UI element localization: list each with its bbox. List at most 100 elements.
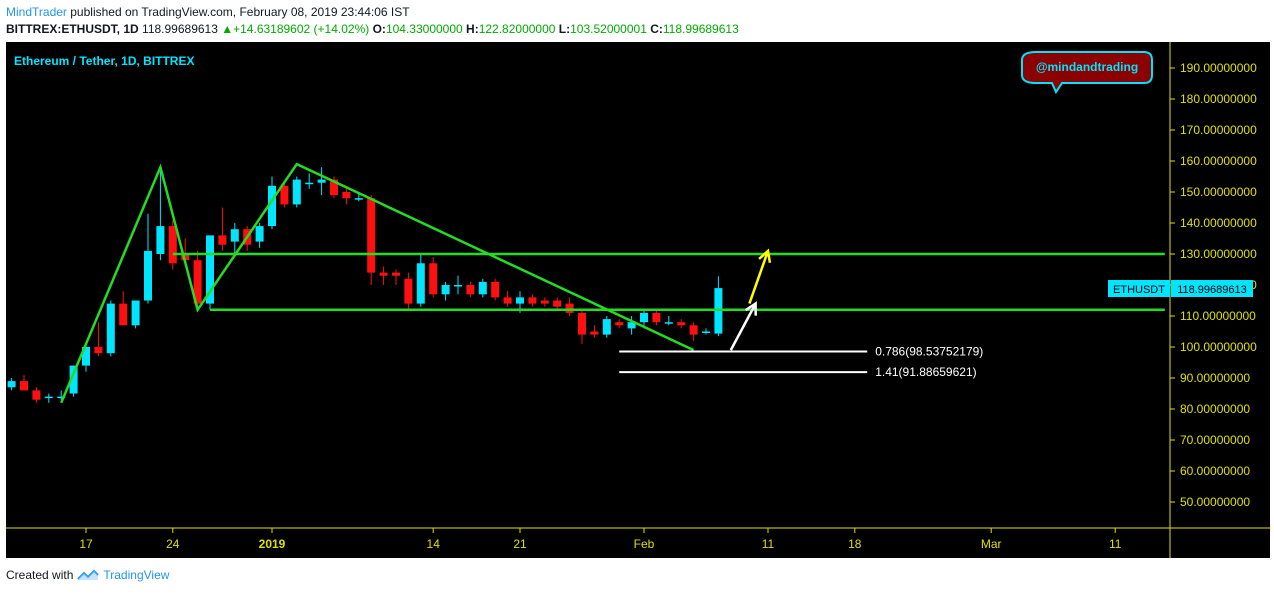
candle-body — [627, 322, 636, 329]
candle — [292, 176, 301, 208]
arrow-shaft — [748, 250, 770, 305]
publish-text: published on TradingView.com, February 0… — [66, 5, 410, 19]
candle — [44, 393, 53, 403]
candle — [454, 275, 462, 295]
candle — [193, 250, 202, 310]
chart-title: Ethereum / Tether, 1D, BITTREX — [14, 54, 194, 68]
candle-body — [441, 285, 450, 295]
candle — [664, 316, 673, 326]
time-tick-label: 11 — [1109, 537, 1122, 551]
last-price: 118.99689613 — [142, 22, 218, 36]
created-with-text: Created with — [6, 568, 74, 582]
candle-body — [652, 312, 661, 323]
candle-body — [268, 185, 276, 227]
high-label: H: — [466, 22, 479, 36]
candle-body — [106, 303, 115, 354]
candle-body — [516, 297, 524, 304]
close-value: 118.99689613 — [662, 22, 739, 36]
candle — [131, 300, 140, 329]
candle-body — [404, 278, 413, 304]
candle — [144, 213, 152, 304]
price-tick-label: 90.00000000 — [1180, 371, 1250, 385]
time-tick-label: 14 — [427, 537, 441, 551]
candle — [168, 219, 177, 270]
candle — [627, 316, 636, 335]
candle-body — [354, 198, 363, 200]
price-tick-label: 170.00000000 — [1180, 123, 1257, 137]
high-value: 122.82000000 — [478, 22, 556, 36]
candle-body — [144, 250, 152, 301]
arrow-head — [758, 248, 772, 263]
chart-background — [6, 42, 1270, 558]
time-tick-label: Feb — [634, 537, 655, 551]
fib-level-label: 0.786(98.53752179) — [875, 345, 983, 359]
tradingview-logo-icon — [77, 569, 100, 580]
candle — [416, 254, 425, 307]
candle — [317, 167, 326, 196]
candle — [702, 328, 710, 335]
candle-body — [615, 322, 624, 326]
candle — [32, 387, 41, 403]
candle-body — [565, 303, 574, 313]
candle — [466, 281, 475, 298]
candle-body — [392, 272, 400, 276]
watermark-text: @mindandtrading — [1036, 60, 1138, 74]
price-tick-label: 100.00000000 — [1180, 340, 1257, 354]
tradingview-brand-link[interactable]: TradingView — [103, 568, 170, 582]
candle — [255, 223, 264, 248]
candle — [218, 207, 227, 251]
candle — [404, 272, 413, 310]
candle-body — [305, 182, 314, 185]
close-label: C: — [650, 22, 663, 36]
candle-body — [478, 281, 487, 295]
candle-body — [181, 254, 190, 261]
candle — [367, 195, 376, 285]
candle-body — [429, 263, 438, 295]
candle-body — [702, 331, 710, 333]
candle-body — [218, 235, 227, 245]
candle-body — [131, 300, 140, 326]
ohlc-bar: BITTREX:ETHUSDT, 1D 118.99689613 ▲+14.63… — [6, 22, 739, 36]
candle — [553, 297, 562, 310]
fib-level-label: 1.41(91.88659621) — [875, 365, 976, 379]
candle — [268, 176, 276, 230]
candle-body — [230, 229, 239, 242]
price-tick-label: 150.00000000 — [1180, 185, 1257, 199]
price-tick-label: 50.00000000 — [1180, 495, 1250, 509]
candle — [305, 173, 314, 189]
candle-body — [57, 396, 66, 399]
candle-body — [44, 396, 53, 399]
candle-body — [466, 285, 475, 295]
trend-line — [60, 162, 695, 404]
candle — [230, 223, 239, 254]
candle — [156, 167, 165, 261]
candle-body — [20, 381, 28, 391]
candle-body — [280, 185, 289, 205]
candle-body — [156, 226, 165, 254]
candle-body — [540, 300, 549, 304]
candle — [94, 322, 103, 357]
candle-body — [528, 297, 537, 304]
candle — [503, 291, 512, 307]
candle — [379, 266, 388, 285]
time-tick-label: 21 — [513, 537, 527, 551]
open-label: O: — [372, 22, 386, 36]
arrow-head — [744, 301, 757, 316]
candle — [677, 319, 686, 329]
author-link[interactable]: MindTrader — [6, 5, 67, 19]
candle — [7, 378, 16, 391]
price-tag: ETHUSDT 118.99689613 — [1108, 280, 1253, 297]
candle-body — [193, 260, 202, 304]
candle — [640, 309, 648, 329]
time-tick-label: 18 — [848, 537, 862, 551]
candle-body — [367, 198, 376, 273]
price-tick-label: 70.00000000 — [1180, 433, 1250, 447]
candle-body — [168, 226, 177, 264]
price-tag-value: 118.99689613 — [1177, 284, 1247, 296]
candle-body — [578, 312, 586, 335]
candle — [342, 185, 351, 205]
candle — [652, 309, 661, 326]
candle-body — [292, 179, 301, 205]
price-tick-label: 60.00000000 — [1180, 464, 1250, 478]
chart-panel[interactable]: 0.786(98.53752179) 1.41(91.88659621) 190.… — [6, 42, 1270, 558]
